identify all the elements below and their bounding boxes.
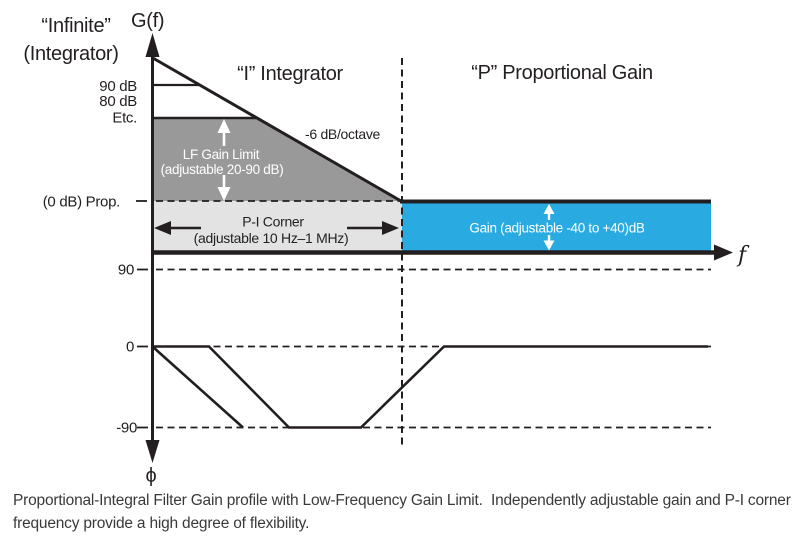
- integrator-slope-line: [151, 56, 402, 203]
- gain-axis-label: G(f): [131, 10, 164, 32]
- phase-axis-arrowhead: [145, 440, 160, 463]
- proportional-heading: “P” Proportional Gain: [471, 62, 653, 84]
- frequency-axis-label: f: [736, 243, 750, 268]
- pi-corner-arrow-right-head: [382, 221, 399, 235]
- proportional-gain-band: [402, 201, 711, 252]
- phase-0-label: 0: [126, 339, 134, 356]
- phase-90-label: 90: [118, 262, 134, 279]
- proportional-gain-label: Gain (adjustable -40 to +40)dB: [469, 221, 645, 236]
- pi-filter-diagram: G(f) “Infinite” (Integrator) 90 dB 80 dB…: [23, 10, 750, 487]
- figure-caption: Proportional-Integral Filter Gain profil…: [13, 492, 795, 532]
- pi-corner-range: (adjustable 10 Hz–1 MHz): [194, 230, 349, 246]
- phase-neg90-label: -90: [116, 420, 137, 437]
- level-80db-label: 80 dB: [99, 93, 137, 110]
- lf-gain-limit-range: (adjustable 20-90 dB): [161, 162, 284, 177]
- pi-corner-title: P-I Corner: [242, 214, 304, 230]
- integrator-heading: “I” Integrator: [237, 63, 343, 85]
- phase-curve-early-corner: [152, 346, 244, 429]
- lf-gain-limit-region: [152, 118, 401, 201]
- zero-db-label: (0 dB) Prop.: [43, 194, 120, 211]
- p-gain-arrow-down-head: [543, 240, 555, 251]
- phase-curve-late-corner: [153, 345, 708, 429]
- lf-limit-arrow-up-head: [217, 119, 231, 133]
- infinite-label: “Infinite”: [41, 15, 110, 37]
- p-gain-arrow-up-head: [543, 204, 555, 214]
- infinite-sublabel: (Integrator): [23, 43, 118, 65]
- lf-gain-limit-title: LF Gain Limit: [183, 147, 260, 162]
- phase-axis-label: ϕ: [146, 465, 157, 487]
- gain-axis-arrowhead: [145, 33, 160, 57]
- pi-corner-arrow-left-head: [154, 221, 171, 235]
- lf-limit-arrow-down-head: [217, 187, 231, 201]
- level-etc-label: Etc.: [112, 110, 137, 127]
- slope-label: -6 dB/octave: [305, 126, 381, 142]
- frequency-axis-arrowhead: [714, 244, 733, 261]
- level-90db-label: 90 dB: [99, 78, 137, 95]
- pi-corner-band: [152, 201, 402, 252]
